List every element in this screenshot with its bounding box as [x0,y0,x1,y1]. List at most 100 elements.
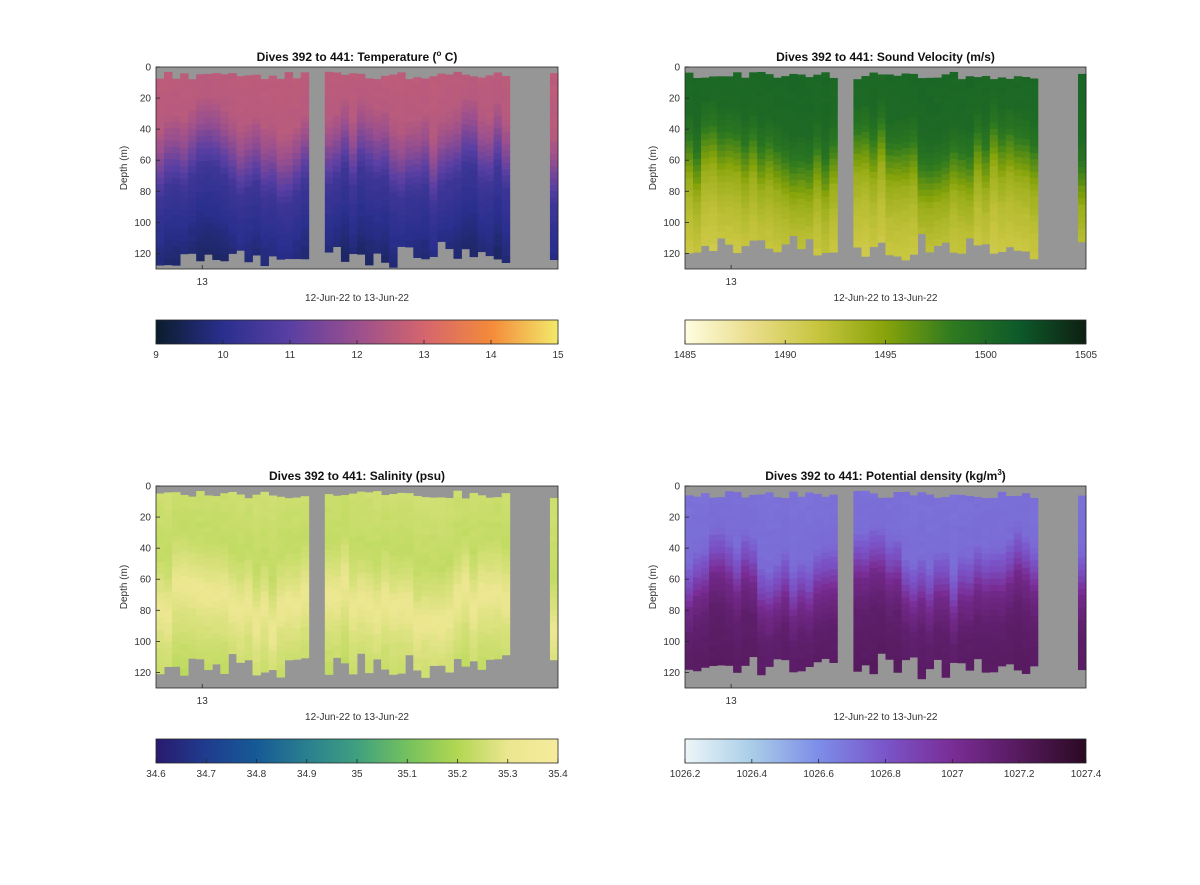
heatmap-cell [453,621,462,628]
heatmap-cell [909,644,918,652]
heatmap-cell [445,547,454,555]
heatmap-cell [381,563,390,571]
heatmap-cell [357,497,366,505]
heatmap-cell [965,132,975,139]
heatmap-cell [885,559,894,567]
heatmap-cell [693,608,702,616]
heatmap-cell [172,529,181,537]
heatmap-cell [805,498,814,506]
heatmap-cell [965,533,975,541]
heatmap-cell [789,504,798,511]
heatmap-cell [332,620,342,627]
heatmap-cell [348,555,358,563]
heatmap-cell [717,200,726,208]
heatmap-cell [869,574,878,581]
heatmap-cell [453,639,462,647]
heatmap-cell [373,184,382,192]
heatmap-cell [268,231,277,238]
heatmap-cell [853,116,862,124]
heatmap-cell [276,141,286,148]
heatmap-cell [933,609,943,617]
heatmap-cell [437,547,446,554]
heatmap-cell [941,552,951,560]
heatmap-cell [733,90,742,98]
heatmap-cell [693,527,702,535]
heatmap-cell [773,621,782,629]
heatmap-cell [853,122,862,130]
heatmap-cell [693,220,702,228]
heatmap-cell [236,643,245,651]
heatmap-cell [300,246,310,254]
heatmap-cell [389,531,398,539]
heatmap-cell [252,637,261,645]
heatmap-cell [501,573,511,581]
heatmap-cell [893,666,902,673]
heatmap-cell [917,548,926,555]
heatmap-cell [1013,76,1023,83]
heatmap-cell [549,578,559,586]
heatmap-cell [941,229,951,237]
heatmap-cell [765,492,774,500]
heatmap-cell [965,150,975,158]
heatmap-cell [268,175,277,182]
heatmap-cell [997,77,1007,85]
heatmap-cell [1013,212,1023,220]
heatmap-cell [180,494,189,502]
heatmap-cell [340,588,350,595]
heatmap-cell [749,650,758,658]
heatmap-cell [373,584,382,592]
heatmap-cell [477,557,487,565]
heatmap-cell [733,535,742,543]
heatmap-cell [172,573,181,580]
heatmap-cell [1029,153,1039,160]
heatmap-cell [389,581,398,588]
heatmap-cell [445,242,454,250]
heatmap-cell [292,584,302,592]
heatmap-cell [1029,90,1039,98]
heatmap-cell [172,597,181,605]
heatmap-cell [733,653,742,661]
heatmap-cell [829,158,838,166]
heatmap-cell [549,597,559,605]
heatmap-cell [989,615,999,623]
heatmap-cell [925,233,935,240]
heatmap-cell [1013,206,1023,214]
heatmap-cell [701,214,710,222]
heatmap-cell [741,195,750,203]
heatmap-cell [973,226,983,234]
heatmap-cell [284,109,294,117]
heatmap-cell [821,590,830,597]
heatmap-cell [813,99,822,107]
heatmap-cell [373,222,382,229]
heatmap-cell [196,503,205,511]
heatmap-cell [485,199,495,207]
heatmap-cell [477,576,487,583]
heatmap-cell [357,123,366,131]
heatmap-cell [244,585,253,592]
heatmap-cell [949,208,959,216]
heatmap-cell [981,119,991,127]
heatmap-cell [252,643,261,651]
heatmap-cell [445,522,454,530]
heatmap-cell [252,618,261,626]
heatmap-cell [749,588,758,595]
heatmap-cell [685,147,694,154]
heatmap-cell [797,571,806,579]
heatmap-cell [781,516,790,524]
heatmap-cell [1077,98,1087,106]
heatmap-cell [1029,202,1039,210]
heatmap-cell [709,590,718,598]
heatmap-cell [244,156,253,163]
heatmap-cell [220,536,229,544]
heatmap-cell [236,656,245,663]
heatmap-cell [292,640,302,648]
heatmap-cell [749,196,758,204]
heatmap-cell [413,595,422,603]
heatmap-cell [805,133,814,140]
heatmap-cell [805,591,814,599]
heatmap-cell [268,514,277,521]
heatmap-cell [220,198,229,206]
heatmap-cell [252,656,261,663]
heatmap-cell [292,202,302,210]
heatmap-cell [389,99,398,107]
